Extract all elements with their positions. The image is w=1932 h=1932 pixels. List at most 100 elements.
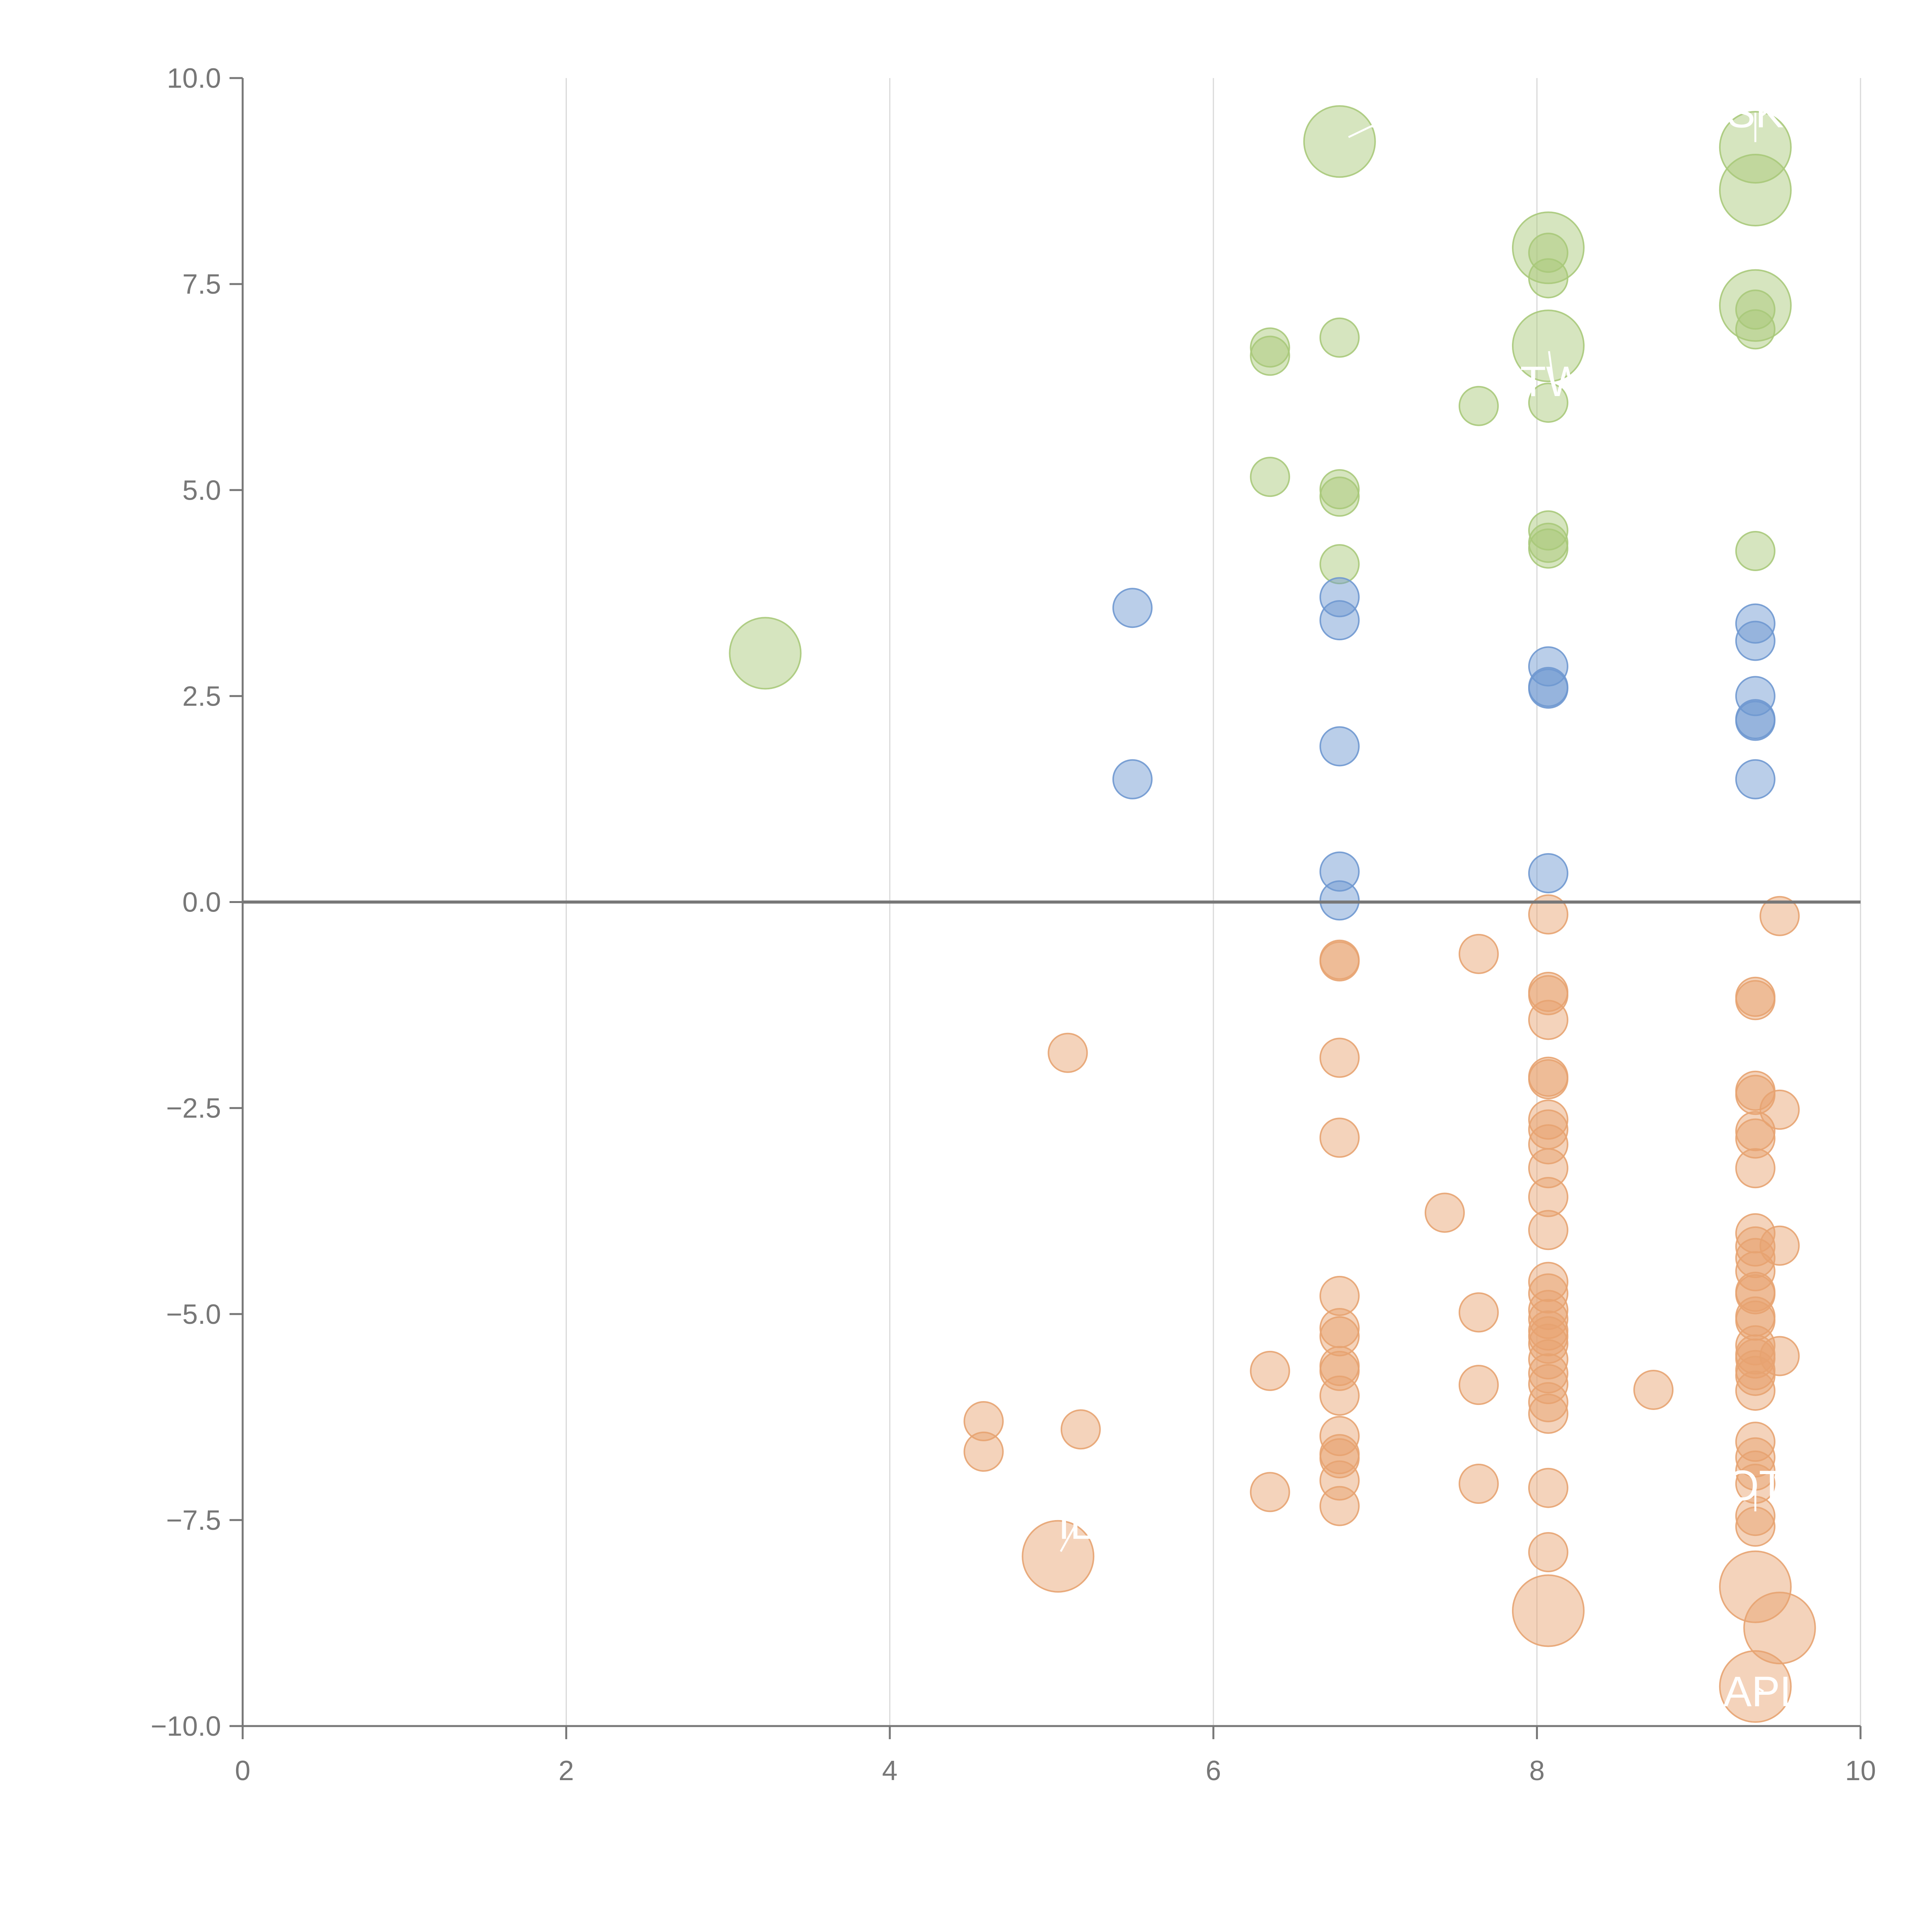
annotation-label: OT xyxy=(1726,1462,1785,1509)
green-bubble xyxy=(1528,522,1568,563)
orange-bubble xyxy=(1719,1550,1792,1623)
orange-bubble xyxy=(1735,1075,1776,1115)
orange-bubble xyxy=(1528,975,1568,1015)
orange-bubble xyxy=(1528,1393,1568,1434)
annotation-label: IL xyxy=(1058,1501,1094,1548)
orange-bubble xyxy=(1735,1238,1776,1278)
y-tick-label: −10.0 xyxy=(151,1711,221,1742)
orange-bubble xyxy=(1319,941,1360,982)
annotation-label: TW xyxy=(1520,358,1586,405)
orange-bubble xyxy=(1319,1117,1360,1158)
blue-bubble xyxy=(1112,759,1153,799)
orange-bubble xyxy=(1424,1192,1465,1233)
orange-bubble xyxy=(1735,1226,1776,1267)
orange-bubble xyxy=(1512,1574,1585,1647)
orange-bubble xyxy=(1528,1310,1568,1351)
orange-bubble xyxy=(1319,1350,1360,1391)
blue-bubble xyxy=(1735,676,1776,716)
annotation-label: SK xyxy=(1727,89,1784,137)
annotation-label: AS xyxy=(1371,89,1428,137)
green-bubble xyxy=(729,617,802,690)
orange-bubble xyxy=(1743,1592,1816,1665)
orange-bubble xyxy=(1319,1316,1360,1357)
orange-bubble xyxy=(1735,980,1776,1020)
blue-bubble xyxy=(1319,880,1360,921)
orange-bubble xyxy=(1633,1369,1674,1410)
orange-bubble xyxy=(1528,1262,1568,1302)
orange-bubble xyxy=(963,1401,1004,1441)
orange-bubble xyxy=(1528,894,1568,935)
orange-bubble xyxy=(963,1431,1004,1472)
orange-bubble xyxy=(1528,1210,1568,1250)
orange-bubble xyxy=(1528,1099,1568,1140)
orange-bubble xyxy=(1759,1225,1800,1266)
orange-bubble xyxy=(1319,1037,1360,1078)
green-bubble xyxy=(1719,154,1792,227)
green-bubble xyxy=(1250,327,1290,368)
orange-bubble xyxy=(1319,1276,1360,1316)
blue-bubble xyxy=(1528,668,1568,709)
green-bubble xyxy=(1250,335,1290,376)
y-tick-label: 0.0 xyxy=(182,887,221,918)
y-tick-label: 10.0 xyxy=(167,63,221,94)
orange-bubble xyxy=(1528,1339,1568,1380)
orange-bubble xyxy=(1735,1355,1776,1396)
y-tick-label: 2.5 xyxy=(182,681,221,712)
orange-bubble xyxy=(1022,1520,1095,1593)
blue-bubble xyxy=(1319,851,1360,892)
orange-bubble xyxy=(1319,1438,1360,1478)
orange-bubble xyxy=(1759,896,1800,936)
x-tick-label: 0 xyxy=(235,1755,250,1786)
orange-bubble xyxy=(1458,1292,1499,1333)
green-bubble xyxy=(1458,386,1499,426)
orange-bubble xyxy=(1735,1506,1776,1547)
green-bubble xyxy=(1735,309,1776,350)
blue-bubble xyxy=(1319,577,1360,617)
orange-bubble xyxy=(1735,1350,1776,1390)
orange-bubble xyxy=(1060,1409,1101,1450)
y-tick-label: −5.0 xyxy=(166,1299,221,1330)
x-tick-label: 4 xyxy=(882,1755,898,1786)
x-tick-label: 2 xyxy=(558,1755,574,1786)
orange-bubble xyxy=(1759,1336,1800,1376)
green-bubble xyxy=(1319,544,1360,585)
blue-bubble xyxy=(1735,759,1776,799)
blue-bubble xyxy=(1735,621,1776,661)
orange-bubble xyxy=(1528,1382,1568,1422)
orange-bubble xyxy=(1735,1422,1776,1462)
orange-bubble xyxy=(1458,934,1499,974)
green-bubble xyxy=(1528,383,1568,423)
green-bubble xyxy=(1735,531,1776,571)
orange-bubble xyxy=(1528,1532,1568,1573)
annotation-leader-line xyxy=(1060,1524,1077,1552)
orange-bubble xyxy=(1319,1375,1360,1416)
bubble-labels: AS SK TW I IL OT APL xyxy=(1058,89,1803,1716)
green-bubble xyxy=(1303,105,1376,178)
green-bubble xyxy=(1319,317,1360,358)
orange-bubble xyxy=(1528,1148,1568,1189)
y-tick-label: 7.5 xyxy=(182,269,221,300)
x-tick-label: 8 xyxy=(1529,1755,1545,1786)
orange-bubble xyxy=(1250,1350,1290,1391)
orange-bubble xyxy=(1528,1000,1568,1040)
blue-bubble xyxy=(1735,603,1776,644)
x-tick-label: 6 xyxy=(1206,1755,1221,1786)
annotation-label: APL xyxy=(1723,1668,1804,1715)
green-bubble xyxy=(1319,476,1360,517)
orange-bubble xyxy=(1458,1365,1499,1405)
blue-bubble xyxy=(1528,646,1568,687)
annotation-leader-line xyxy=(1548,351,1554,382)
orange-bubble xyxy=(1735,1148,1776,1189)
orange-bubble xyxy=(1528,1323,1568,1364)
green-bubble xyxy=(1250,457,1290,497)
orange-bubble xyxy=(1250,1472,1290,1512)
y-tick-label: 5.0 xyxy=(182,475,221,506)
orange-bubble xyxy=(1735,1251,1776,1291)
orange-bubble xyxy=(1528,1468,1568,1508)
orange-bubble xyxy=(1528,1177,1568,1217)
orange-bubble xyxy=(1735,1371,1776,1411)
orange-bubble xyxy=(1528,1299,1568,1339)
y-tick-label: −2.5 xyxy=(166,1093,221,1124)
annotation-leader-line xyxy=(1348,112,1400,138)
blue-bubble xyxy=(1112,588,1153,628)
